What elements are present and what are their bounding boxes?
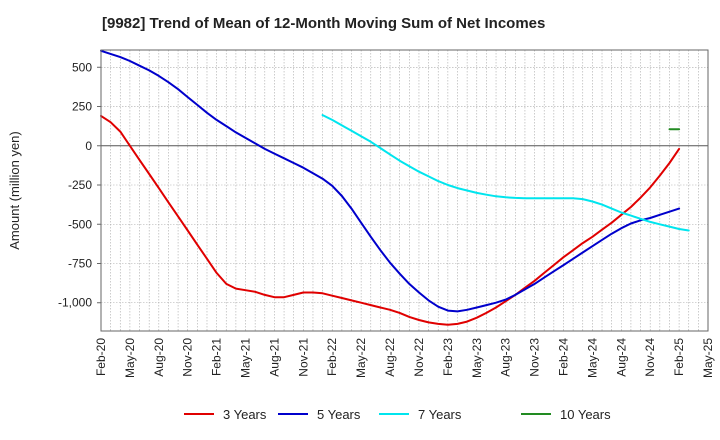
x-tick-label: May-21 bbox=[239, 338, 253, 378]
series-line-3-years bbox=[100, 114, 681, 326]
x-tick-label: Aug-24 bbox=[614, 338, 628, 377]
x-tick-label: Nov-20 bbox=[181, 338, 195, 377]
y-tick-label: -250 bbox=[68, 178, 92, 192]
chart-title: [9982] Trend of Mean of 12-Month Moving … bbox=[102, 15, 546, 32]
series-lines bbox=[100, 49, 690, 326]
x-tick-label: May-24 bbox=[585, 338, 599, 378]
legend-label: 7 Years bbox=[418, 407, 462, 422]
x-tick-label: Nov-23 bbox=[528, 338, 542, 377]
x-tick-label: Nov-21 bbox=[296, 338, 310, 377]
y-tick-label: -1,000 bbox=[58, 296, 92, 310]
x-tick-label: Nov-22 bbox=[412, 338, 426, 377]
x-tick-label: Aug-20 bbox=[152, 338, 166, 377]
x-tick-label: Feb-21 bbox=[210, 338, 224, 376]
x-tick-label: Feb-20 bbox=[94, 338, 108, 376]
legend-label: 3 Years bbox=[223, 407, 267, 422]
x-tick-label: May-25 bbox=[701, 338, 715, 378]
y-tick-label: -500 bbox=[68, 217, 92, 231]
legend-label: 5 Years bbox=[317, 407, 361, 422]
x-tick-label: Feb-23 bbox=[441, 338, 455, 376]
series-line-5-years bbox=[100, 49, 681, 313]
plot-area bbox=[101, 50, 708, 331]
x-tick-label: Feb-25 bbox=[672, 338, 686, 376]
x-tick-label: Feb-22 bbox=[325, 338, 339, 376]
x-tick-label: May-23 bbox=[470, 338, 484, 378]
x-tick-label: May-20 bbox=[123, 338, 137, 378]
x-tick-label: Aug-23 bbox=[499, 338, 513, 377]
series-line-7-years bbox=[321, 114, 690, 232]
y-tick-label: -750 bbox=[68, 256, 92, 270]
x-axis-ticks: Feb-20 May-20 Aug-20 Nov-20 Feb-21 May-21 Aug-… bbox=[94, 338, 715, 378]
y-tick-label: 500 bbox=[72, 60, 92, 74]
x-tick-label: Feb-24 bbox=[556, 338, 570, 376]
x-tick-label: May-22 bbox=[354, 338, 368, 378]
y-tick-label: 0 bbox=[85, 139, 92, 153]
plot-frame bbox=[100, 49, 709, 332]
y-axis-ticks: 500 250 0 -250 -500 -750 -1,000 bbox=[58, 60, 101, 310]
x-tick-label: Nov-24 bbox=[643, 338, 657, 377]
y-tick-label: 250 bbox=[72, 100, 92, 114]
x-tick-label: Aug-21 bbox=[267, 338, 281, 377]
legend-label: 10 Years bbox=[560, 407, 611, 422]
y-axis-label: Amount (million yen) bbox=[7, 131, 22, 250]
x-tick-label: Aug-22 bbox=[383, 338, 397, 377]
legend: 3 Years 5 Years 7 Years 10 Years bbox=[184, 407, 611, 422]
